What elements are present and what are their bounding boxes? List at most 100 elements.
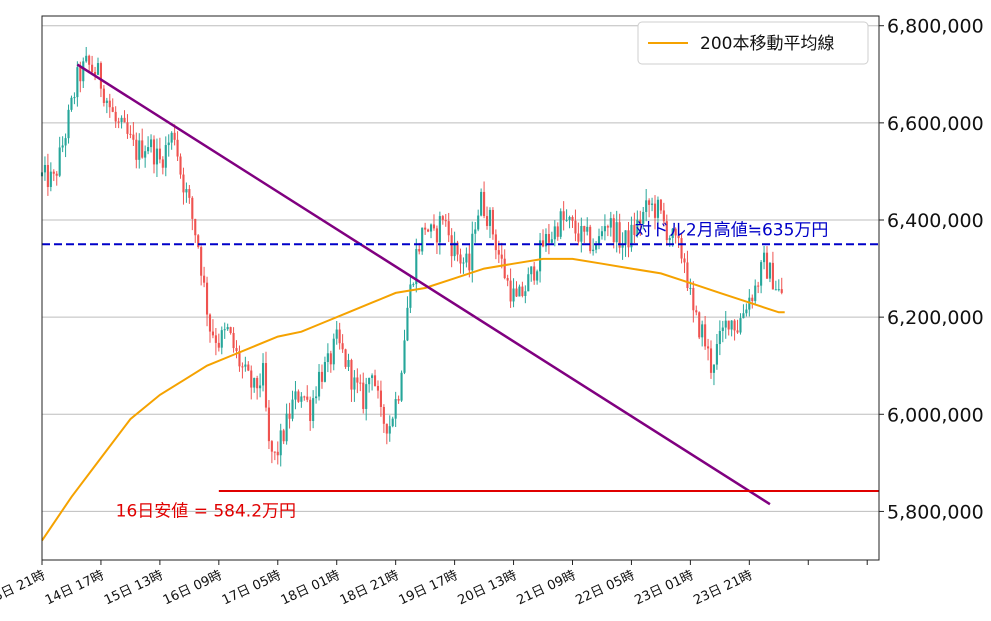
candle-body — [96, 63, 100, 75]
candle-body — [471, 233, 474, 271]
candle-body — [185, 189, 188, 193]
candle-body — [500, 254, 503, 259]
candle-body — [223, 329, 226, 331]
candle-body — [742, 313, 745, 319]
candle-body — [480, 191, 483, 216]
candle-body — [356, 377, 359, 383]
candle-body — [536, 271, 539, 281]
candle-body — [527, 274, 530, 292]
candle-body — [733, 320, 736, 331]
candle-body — [43, 164, 47, 173]
candle-body — [468, 253, 471, 271]
candle-body — [203, 275, 206, 283]
candle-body — [388, 426, 391, 434]
candle-body — [609, 218, 612, 228]
candle-body — [397, 399, 400, 401]
candle-body — [524, 291, 527, 296]
candle-body — [259, 385, 262, 389]
moving-average-line — [41, 257, 785, 542]
candle-body — [126, 122, 129, 134]
annotations: 対ドル2月高値≒635万円 16日安値 = 584.2万円 — [116, 221, 829, 522]
candle-body — [645, 200, 648, 212]
candle-body — [450, 235, 453, 257]
candle-body — [291, 399, 294, 419]
candle-body — [214, 335, 217, 343]
candle-body — [323, 361, 326, 382]
candle-body — [633, 224, 636, 235]
candle-body — [105, 100, 108, 103]
candle-body — [689, 287, 692, 289]
candle-body — [120, 117, 123, 122]
candle-body — [232, 333, 235, 349]
candle-body — [55, 173, 58, 176]
candle-body — [256, 377, 259, 389]
candle-body — [754, 285, 757, 302]
candle-body — [671, 228, 674, 239]
candle-body — [406, 307, 409, 341]
candle-body — [144, 151, 147, 158]
candle-body — [429, 224, 433, 232]
candle-body — [438, 216, 441, 243]
candle-body — [73, 97, 76, 99]
candle-body — [774, 289, 777, 291]
candle-body — [61, 145, 64, 148]
candle-body — [368, 377, 371, 385]
candle-body — [539, 240, 542, 272]
candle-body — [677, 235, 680, 239]
x-tick-label: 23日 01時 — [632, 568, 696, 608]
candle-body — [108, 100, 111, 108]
candle-body — [76, 67, 79, 98]
candle-body — [326, 353, 329, 362]
candle-body — [332, 338, 335, 365]
candle-body — [762, 252, 766, 263]
candle-body — [376, 385, 380, 391]
legend: 200本移動平均線 — [637, 21, 869, 65]
candle-body — [586, 226, 589, 232]
candle-body — [603, 226, 606, 232]
candle-body — [229, 327, 232, 334]
candle-body — [46, 164, 49, 187]
candle-body — [329, 353, 332, 365]
candle-body — [618, 222, 621, 248]
candle-body — [155, 148, 159, 165]
candle-body — [709, 348, 713, 373]
candle-body — [241, 366, 244, 368]
candle-body — [385, 423, 388, 434]
candle-body — [715, 344, 718, 365]
candle-body — [217, 342, 220, 348]
candle-body — [544, 233, 548, 247]
candle-body — [707, 346, 710, 349]
candle-body — [135, 139, 138, 160]
candle-body — [730, 320, 733, 330]
x-tick-label: 13日 21時 — [0, 568, 48, 608]
candle-body — [194, 218, 197, 236]
candle-body — [382, 406, 385, 424]
candle-body — [261, 363, 265, 386]
candle-body — [208, 314, 212, 332]
y-tick-label: 5,800,000 — [887, 501, 984, 523]
overlay-layer — [41, 63, 879, 542]
candle-body — [698, 312, 701, 338]
candle-body — [247, 364, 250, 371]
candle-body — [444, 220, 447, 222]
candle-body — [58, 147, 61, 176]
candle-body — [253, 377, 256, 388]
candle-body — [477, 215, 480, 230]
x-tick-label: 18日 01時 — [279, 568, 343, 608]
candle-body — [123, 117, 126, 123]
candle-body — [176, 139, 179, 157]
candle-body — [518, 286, 521, 297]
candle-body — [132, 134, 135, 140]
x-tick-label: 19日 17時 — [397, 568, 461, 608]
candle-body — [300, 396, 303, 402]
y-tick-label: 6,400,000 — [887, 210, 984, 232]
candle-body — [432, 224, 436, 229]
candle-body — [659, 199, 662, 211]
candle-body — [117, 121, 120, 123]
grid-layer — [42, 25, 879, 512]
candle-body — [718, 330, 721, 345]
candle-body — [771, 262, 774, 290]
candle-body — [99, 63, 103, 89]
